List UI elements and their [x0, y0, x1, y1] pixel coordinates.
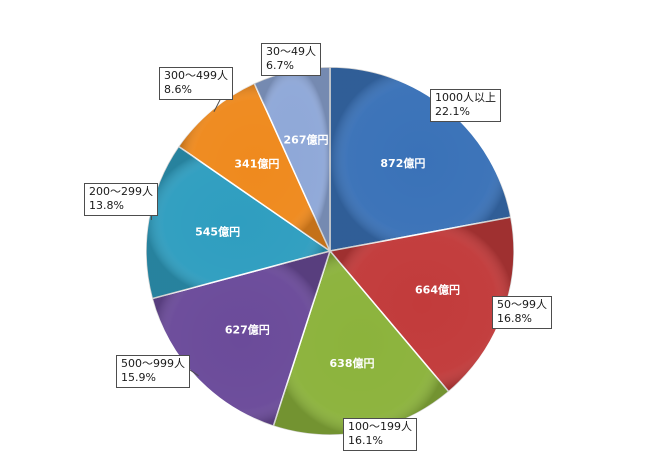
slice-value-label: 627億円 [225, 323, 270, 337]
slice-category-label: 50〜99人 [497, 298, 547, 311]
slice-percent-label: 6.7% [266, 59, 294, 72]
pie-slice-shading [273, 251, 449, 436]
slice-value-label: 545億円 [195, 225, 240, 239]
pie-slice-shading [178, 83, 330, 251]
slice-category-label: 100〜199人 [348, 420, 412, 433]
slice-callout: 50〜99人 16.8% [492, 296, 552, 329]
slice-percent-label: 13.8% [89, 199, 124, 212]
slice-value-label: 638億円 [330, 356, 375, 370]
slice-value-label: 341億円 [234, 156, 279, 170]
slice-category-label: 1000人以上 [435, 91, 496, 104]
pie-slice-shading [330, 217, 515, 392]
slice-callout: 1000人以上 22.1% [430, 89, 501, 122]
slice-category-label: 30〜49人 [266, 45, 316, 58]
pie-slice-shading [330, 67, 511, 251]
pie-slice-shading [145, 146, 330, 299]
slice-percent-label: 8.6% [164, 83, 192, 96]
slice-percent-label: 15.9% [121, 371, 156, 384]
pie-slice-shading [254, 67, 330, 251]
slice-percent-label: 16.1% [348, 434, 383, 447]
slice-callout: 300〜499人 8.6% [159, 67, 233, 100]
slice-value-label: 872億円 [380, 156, 425, 170]
slice-value-label: 267億円 [284, 133, 329, 147]
slice-percent-label: 22.1% [435, 105, 470, 118]
pie-slice-shading [152, 251, 330, 427]
slice-callout: 100〜199人 16.1% [343, 418, 417, 451]
slice-callout: 500〜999人 15.9% [116, 355, 190, 388]
slice-callout: 200〜299人 13.8% [84, 183, 158, 216]
slice-percent-label: 16.8% [497, 312, 532, 325]
callout-leader-line [189, 369, 199, 377]
slice-value-label: 664億円 [415, 282, 460, 296]
slice-callout: 30〜49人 6.7% [261, 43, 321, 76]
slice-category-label: 300〜499人 [164, 69, 228, 82]
slice-category-label: 500〜999人 [121, 357, 185, 370]
slice-category-label: 200〜299人 [89, 185, 153, 198]
